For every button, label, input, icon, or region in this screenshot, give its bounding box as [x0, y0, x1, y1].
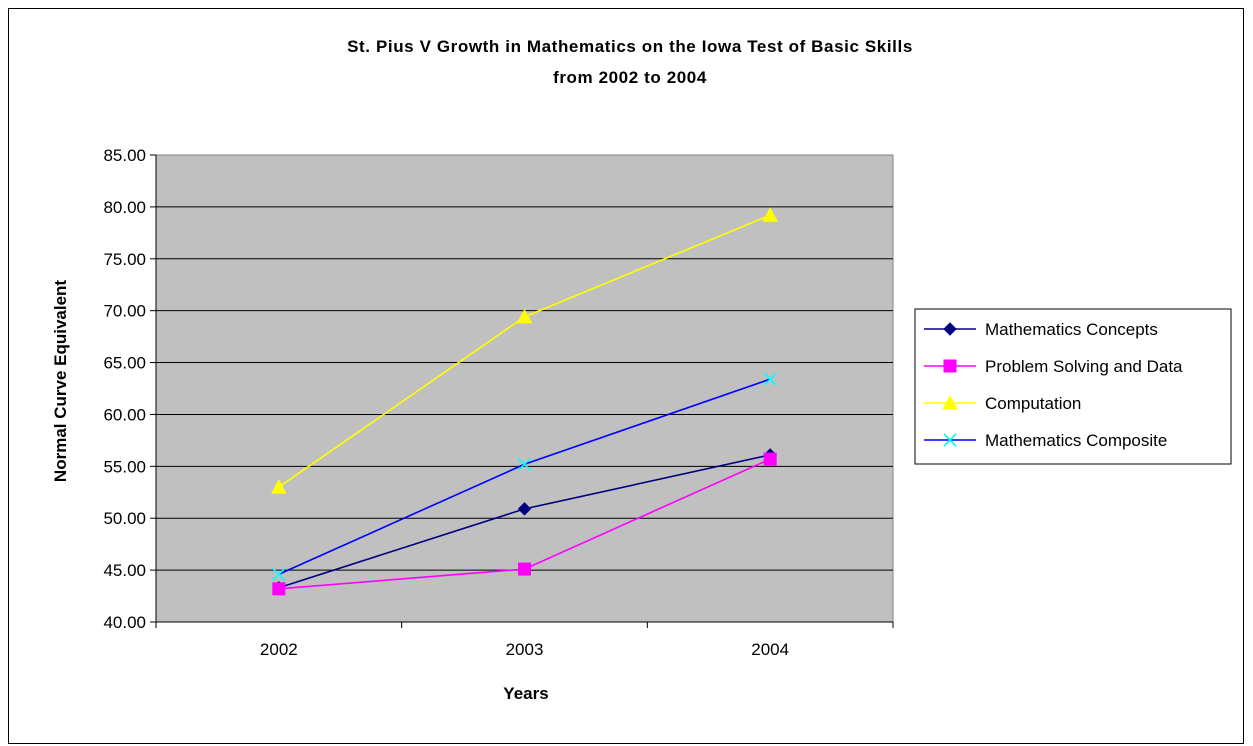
y-tick-label: 75.00	[103, 250, 146, 269]
legend-marker	[943, 322, 957, 336]
data-point	[763, 372, 777, 386]
plot-area	[155, 154, 894, 623]
data-point	[763, 452, 777, 466]
x-tick-label: 2004	[751, 640, 789, 659]
legend-box	[914, 308, 1232, 465]
y-axis-title: Normal Curve Equivalent	[51, 280, 70, 483]
legend: Mathematics Concepts Problem Solving and …	[914, 308, 1232, 465]
legend-label: Mathematics Concepts	[985, 320, 1158, 339]
data-point	[517, 457, 532, 471]
y-tick-label: 55.00	[103, 457, 146, 476]
series-3	[272, 372, 777, 581]
y-axis-ticks: 40.00 45.00 50.00 55.00 60.00 65.00 70.00 75.00…	[103, 146, 157, 632]
legend-item: Mathematics Composite	[924, 431, 1167, 450]
legend-label: Mathematics Composite	[985, 431, 1167, 450]
data-point	[272, 567, 286, 581]
y-tick-label: 45.00	[103, 561, 146, 580]
data-point	[272, 582, 286, 596]
legend-item: Mathematics Concepts	[924, 320, 1158, 339]
chart-title-line-2: from 2002 to 2004	[553, 68, 707, 87]
x-tick-label: 2002	[260, 640, 298, 659]
x-tick-label: 2003	[506, 640, 544, 659]
data-point	[762, 207, 779, 222]
chart-title-line-1: St. Pius V Growth in Mathematics on the …	[347, 37, 913, 56]
y-tick-label: 60.00	[103, 405, 146, 424]
legend-item: Computation	[924, 394, 1081, 413]
legend-marker	[943, 359, 957, 373]
legend-marker	[942, 394, 958, 410]
y-tick-label: 85.00	[103, 146, 146, 165]
series-2	[270, 207, 779, 494]
legend-item: Problem Solving and Data	[924, 357, 1183, 376]
x-axis-ticks: 2002 2003 2004	[155, 621, 894, 659]
legend-marker	[943, 433, 957, 447]
series-layer	[270, 207, 779, 596]
y-tick-label: 50.00	[103, 509, 146, 528]
y-tick-label: 70.00	[103, 302, 146, 321]
series-1	[272, 452, 777, 596]
data-point	[270, 479, 287, 494]
legend-label: Computation	[985, 394, 1081, 413]
legend-label: Problem Solving and Data	[985, 357, 1183, 376]
data-point	[518, 562, 531, 576]
y-tick-label: 65.00	[103, 354, 146, 373]
x-axis-title: Years	[503, 684, 548, 703]
data-point	[517, 502, 532, 516]
data-point	[516, 308, 533, 324]
y-tick-label: 40.00	[103, 613, 146, 632]
y-tick-label: 80.00	[103, 198, 146, 217]
